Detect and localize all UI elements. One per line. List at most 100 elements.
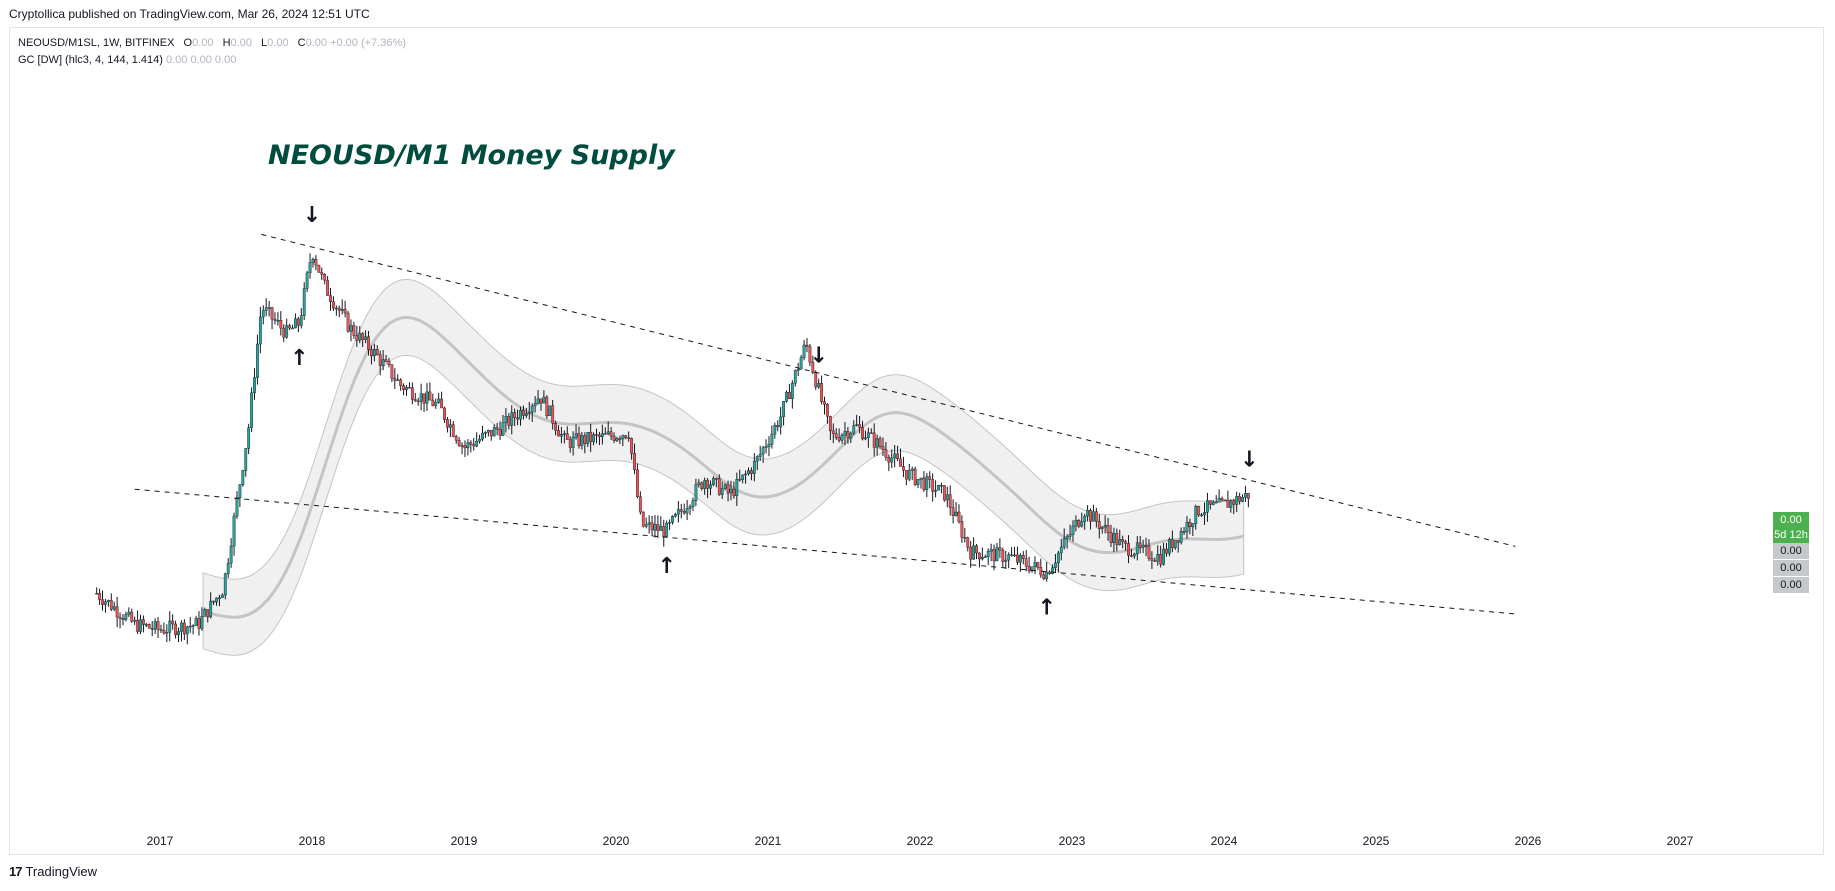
candle-body [1156, 554, 1160, 562]
candle-body [139, 619, 142, 632]
candle-body [1092, 511, 1095, 522]
candle-body [849, 432, 853, 439]
candle-body [1077, 520, 1081, 527]
candle-body [925, 476, 929, 490]
candle-body [1220, 498, 1224, 501]
candle-body [244, 448, 248, 471]
candle-body [133, 619, 137, 622]
candle-body [1021, 555, 1025, 559]
candle-body [954, 511, 958, 516]
candle-body [469, 442, 473, 445]
candle-body [203, 609, 207, 617]
candle-body [510, 412, 514, 426]
candle-body [1206, 500, 1209, 513]
legend-symbol-row: NEOUSD/M1SL, 1W, BITFINEX O0.00 H0.00 L0… [18, 35, 406, 52]
candle-body [381, 359, 385, 366]
candle-body [1033, 562, 1037, 567]
candle-body [861, 426, 864, 440]
candle-body [542, 396, 546, 404]
candle-body [641, 511, 645, 527]
candle-body [934, 490, 937, 492]
candle-body [425, 391, 429, 404]
candle-body [144, 624, 148, 626]
candle-body [1141, 545, 1145, 548]
band-value-badge: 0.00 [1773, 543, 1809, 559]
candle-body [744, 473, 747, 476]
candle-body [633, 453, 636, 471]
candle-body [1068, 534, 1072, 537]
published-note: Cryptollica published on TradingView.com… [9, 7, 370, 21]
candle-body [1162, 548, 1165, 565]
candle-body [285, 325, 289, 338]
candle-body [220, 594, 224, 599]
candle-body [124, 614, 128, 620]
candle-body [1103, 525, 1107, 528]
candle-body [1211, 501, 1215, 505]
candle-body [326, 279, 329, 296]
candle-body [1051, 567, 1054, 574]
trendlines [134, 233, 1516, 615]
footer-brand[interactable]: 17 TradingView [9, 864, 97, 879]
candle-body [156, 621, 160, 630]
candle-body [270, 307, 274, 320]
candle-body [1124, 541, 1127, 544]
candle-body [1244, 493, 1247, 498]
candle-body [989, 549, 993, 552]
candle-body [688, 506, 692, 509]
candle-body [1056, 552, 1060, 564]
legend-indicator[interactable]: GC [DW] (hlc3, 4, 144, 1.414) [18, 54, 163, 66]
candle-body [250, 392, 253, 428]
candle-body [560, 434, 563, 437]
arrow-annotation: ↓ [303, 203, 321, 228]
legend-high-label: H [222, 37, 231, 49]
legend-symbol[interactable]: NEOUSD/M1SL, 1W, BITFINEX [18, 37, 175, 49]
candle-body [679, 509, 683, 512]
candle-body [410, 387, 414, 400]
candle-body [995, 547, 999, 562]
candle-body [1010, 554, 1013, 556]
legend-close-label: C [297, 37, 306, 49]
candle-body [288, 325, 291, 329]
candle-body [416, 400, 420, 403]
candle-body [975, 545, 978, 554]
candle-body [261, 310, 265, 318]
candle-body [130, 611, 134, 622]
candle-body [1208, 500, 1212, 505]
arrow-annotation: ↓ [809, 343, 827, 368]
candle-body [484, 432, 487, 434]
candle-body [1109, 532, 1113, 543]
candle-body [1065, 536, 1069, 539]
candle-body [960, 521, 964, 538]
candle-body [902, 466, 905, 471]
candle-body [215, 597, 218, 603]
candle-body [1179, 531, 1183, 543]
candle-body [1086, 510, 1089, 517]
candle-body [194, 618, 198, 626]
candle-body [799, 357, 803, 370]
candle-body [875, 438, 879, 448]
x-tick-label: 2022 [907, 834, 934, 848]
candle-body [761, 447, 765, 455]
candle-body [785, 391, 788, 402]
candle-body [104, 601, 107, 605]
candle-body [1203, 512, 1206, 516]
candle-body [676, 509, 680, 515]
legend: NEOUSD/M1SL, 1W, BITFINEX O0.00 H0.00 L0… [18, 35, 406, 69]
candle-body [539, 398, 543, 404]
candle-body [948, 494, 952, 508]
candle-body [638, 496, 642, 513]
candle-body [402, 385, 405, 390]
arrow-annotation: ↓ [1240, 447, 1258, 472]
candle-body [118, 616, 122, 619]
candle-body [431, 399, 435, 406]
candle-body [188, 625, 192, 628]
candle-body [565, 433, 569, 440]
candle-body [440, 398, 443, 409]
candle-body [1097, 521, 1101, 530]
candle-body [106, 600, 110, 602]
candle-body [218, 597, 221, 600]
candle-body [329, 295, 332, 303]
candle-body [1232, 500, 1236, 505]
candle-body [916, 479, 920, 485]
